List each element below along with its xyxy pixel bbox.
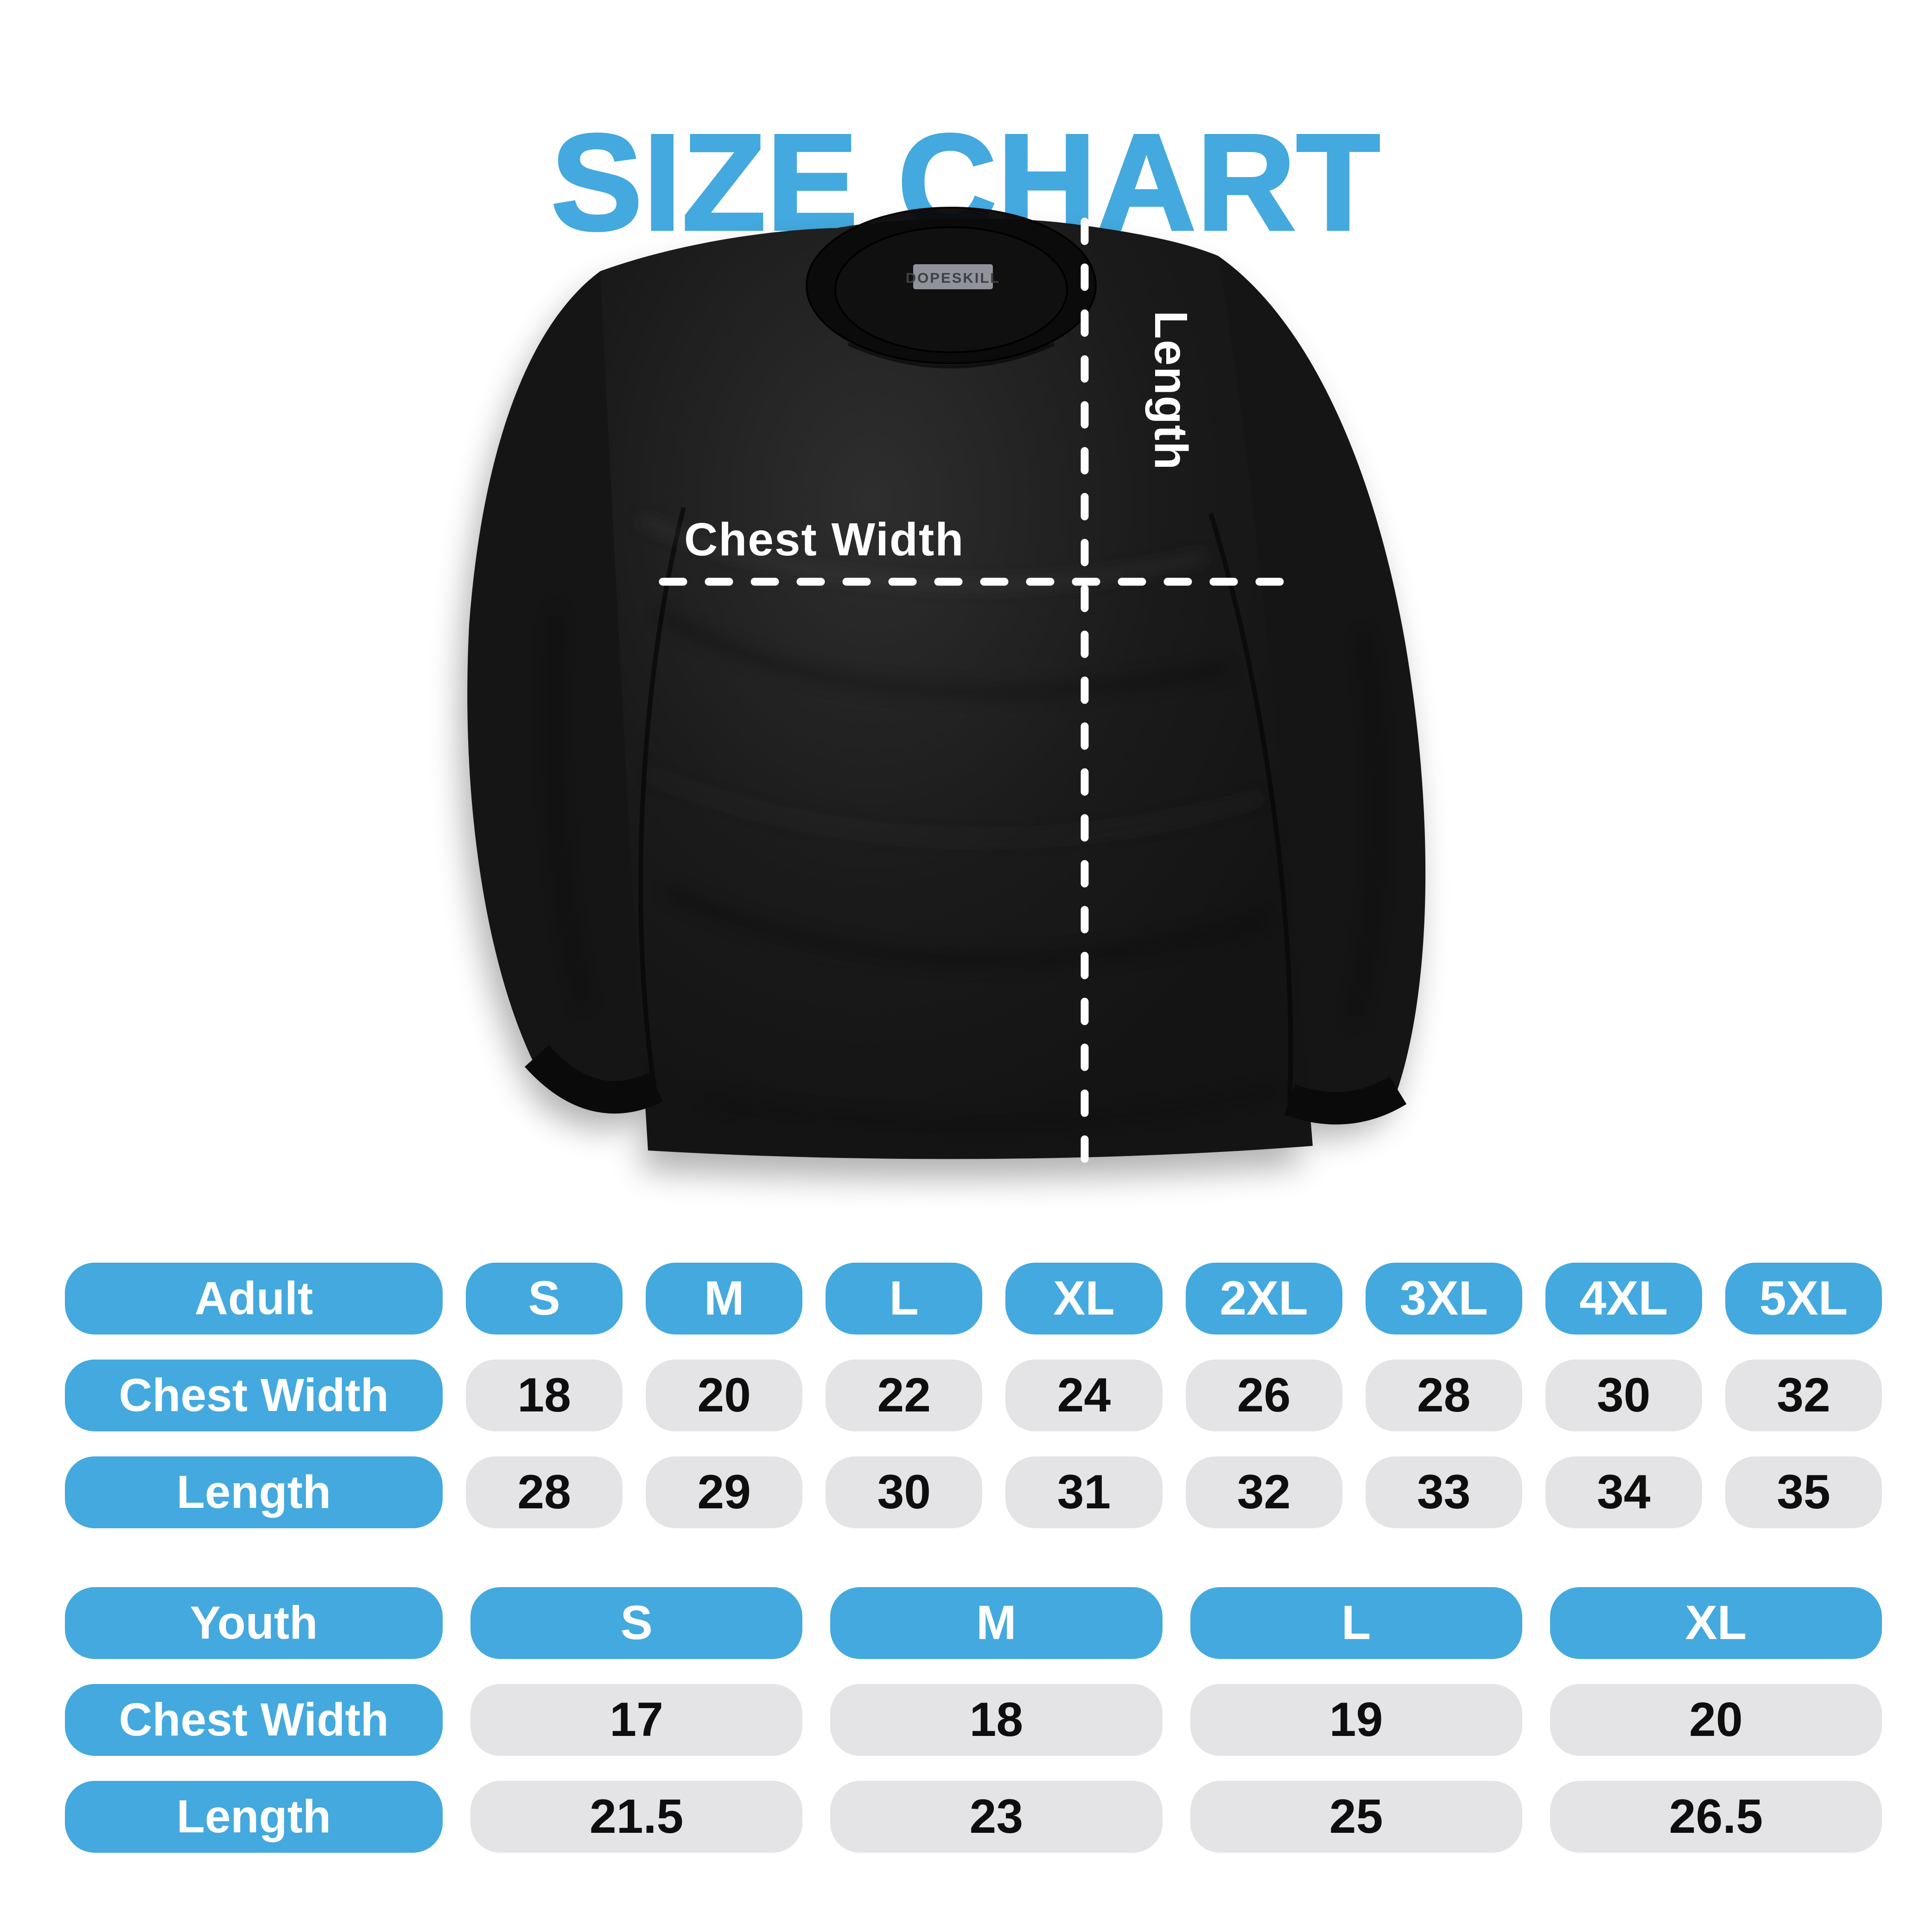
measurement-value-pill: 30 <box>826 1456 983 1528</box>
size-header-pill: S <box>470 1587 803 1659</box>
size-header-pill: 3XL <box>1365 1263 1522 1335</box>
measurement-value-pill: 26 <box>1185 1360 1342 1431</box>
measurement-value-pill: 22 <box>826 1360 983 1431</box>
left-cuff <box>524 1045 663 1114</box>
collar-opening <box>835 227 1067 352</box>
brand-tag-label: DOPESKILL <box>906 270 1000 286</box>
shirt-illustration: DOPESKILL Chest Width Length <box>417 195 1516 1228</box>
size-header-pill: L <box>826 1263 983 1335</box>
row-label-pill: Chest Width <box>65 1360 443 1431</box>
row-label-pill: Adult <box>65 1263 443 1335</box>
row-label-pill: Youth <box>65 1587 443 1659</box>
table-row: Adult S M L XL 2XL 3XL 4XL 5XL <box>65 1263 1882 1335</box>
measurement-value-pill: 28 <box>466 1456 623 1528</box>
measurement-value-pill: 30 <box>1545 1360 1702 1431</box>
sleeve-seams <box>638 507 1293 1103</box>
measurement-value-pill: 31 <box>1005 1456 1163 1528</box>
row-label-pill: Chest Width <box>65 1684 443 1756</box>
measurement-value-pill: 24 <box>1005 1360 1163 1431</box>
size-header-pill: 2XL <box>1185 1263 1342 1335</box>
measurement-value-pill: 28 <box>1365 1360 1522 1431</box>
adult-size-table: Adult S M L XL 2XL 3XL 4XL 5XL Chest Width 18 20 22 2… <box>65 1263 1882 1528</box>
measurement-value-pill: 21.5 <box>470 1781 803 1853</box>
measurement-value-pill: 33 <box>1365 1456 1522 1528</box>
size-header-pill: S <box>466 1263 623 1335</box>
chest-width-label: Chest Width <box>684 514 964 566</box>
size-header-pill: M <box>830 1587 1163 1659</box>
length-label: Length <box>1145 311 1197 470</box>
measurement-value-pill: 23 <box>830 1781 1163 1853</box>
size-header-pill: XL <box>1550 1587 1882 1659</box>
table-row: Length 28 29 30 31 32 33 34 35 <box>65 1456 1882 1528</box>
measurement-value-pill: 34 <box>1545 1456 1702 1528</box>
size-header-pill: XL <box>1005 1263 1163 1335</box>
table-row: Chest Width 17 18 19 20 <box>65 1684 1882 1756</box>
measurement-value-pill: 35 <box>1725 1456 1882 1528</box>
table-row: Chest Width 18 20 22 24 26 28 30 32 <box>65 1360 1882 1431</box>
measurement-value-pill: 18 <box>830 1684 1163 1756</box>
size-header-pill: L <box>1190 1587 1522 1659</box>
table-row: Youth S M L XL <box>65 1587 1882 1659</box>
size-header-pill: 5XL <box>1725 1263 1882 1335</box>
row-label-pill: Length <box>65 1456 443 1528</box>
collar-ring <box>805 207 1097 364</box>
shirt-svg: DOPESKILL Chest Width Length <box>460 207 1426 1179</box>
brand-tag: DOPESKILL <box>906 264 1000 289</box>
measurement-value-pill: 29 <box>646 1456 803 1528</box>
size-header-pill: M <box>646 1263 803 1335</box>
measurement-value-pill: 25 <box>1190 1781 1522 1853</box>
right-cuff <box>1284 1076 1407 1125</box>
measurement-value-pill: 17 <box>470 1684 803 1756</box>
measurement-value-pill: 32 <box>1725 1360 1882 1431</box>
measurement-value-pill: 19 <box>1190 1684 1522 1756</box>
measurement-value-pill: 20 <box>1550 1684 1882 1756</box>
measurement-value-pill: 26.5 <box>1550 1781 1882 1853</box>
row-label-pill: Length <box>65 1781 443 1853</box>
measurement-value-pill: 32 <box>1185 1456 1342 1528</box>
youth-size-table: Youth S M L XL Chest Width 17 18 19 20 Length 21.5 2… <box>65 1587 1882 1853</box>
table-row: Length 21.5 23 25 26.5 <box>65 1781 1882 1853</box>
measurement-value-pill: 20 <box>646 1360 803 1431</box>
size-header-pill: 4XL <box>1545 1263 1702 1335</box>
collar-seam <box>847 342 1055 369</box>
fabric-wrinkles <box>548 516 1383 1129</box>
measurement-value-pill: 18 <box>466 1360 623 1431</box>
